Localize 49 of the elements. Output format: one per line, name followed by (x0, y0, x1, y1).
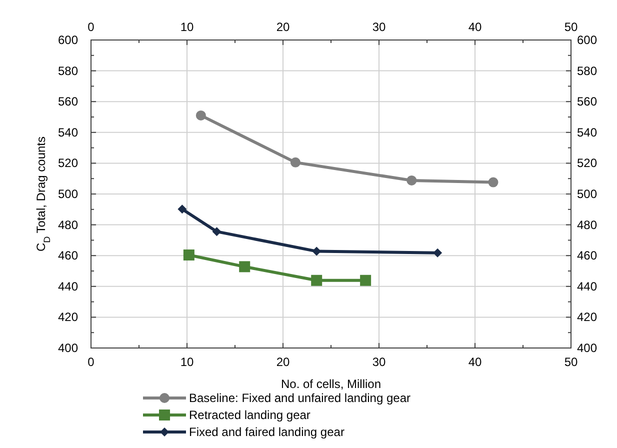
x-tick-label: 40 (468, 20, 482, 34)
y2-tick-label: 540 (577, 125, 598, 140)
y-tick-label: 560 (58, 94, 78, 109)
x2-tick-label: 0 (88, 355, 95, 369)
y-tick-label: 400 (58, 341, 78, 355)
y-tick-label: 520 (58, 156, 78, 170)
y2-tick-label: 600 (577, 33, 598, 47)
point (196, 110, 206, 120)
y2-tick-label: 460 (577, 248, 598, 263)
legend-label: Retracted landing gear (189, 408, 310, 422)
x2-tick-label: 30 (372, 355, 386, 369)
point (360, 274, 372, 286)
y-tick-label: 420 (58, 310, 78, 324)
y2-tick-label: 420 (577, 310, 598, 324)
x-tick-label: 10 (180, 20, 194, 34)
x-tick-label: 20 (276, 20, 290, 34)
point (290, 157, 300, 168)
x2-tick-label: 50 (564, 355, 578, 369)
y-tick-label: 600 (58, 33, 78, 47)
y-tick-label: 580 (58, 64, 78, 78)
y2-tick-label: 400 (577, 341, 598, 355)
y2-tick-label: 500 (577, 187, 598, 201)
y2-tick-label: 520 (577, 156, 598, 170)
y-tick-label: 540 (58, 125, 78, 140)
x2-tick-label: 20 (276, 355, 290, 369)
x2-tick-label: 10 (180, 355, 194, 369)
y-tick-label: 480 (58, 218, 78, 232)
x2-tick-label: 40 (468, 355, 482, 369)
legend-label: Baseline: Fixed and unfaired landing gear (189, 391, 410, 405)
y2-tick-label: 440 (577, 279, 598, 294)
point (183, 249, 194, 260)
point (239, 261, 250, 272)
y-tick-label: 440 (58, 279, 78, 294)
x-axis-title: No. of cells, Million (280, 377, 382, 391)
point (311, 274, 322, 286)
y2-tick-label: 560 (577, 94, 598, 109)
point (433, 248, 442, 258)
y2-tick-label: 580 (577, 64, 598, 78)
point (212, 227, 222, 236)
legend-label: Fixed and faired landing gear (189, 425, 344, 439)
point (178, 204, 187, 214)
point (406, 175, 417, 186)
x-tick-label: 0 (88, 20, 95, 34)
y-tick-label: 500 (58, 187, 78, 201)
y2-tick-label: 480 (577, 218, 598, 232)
point (488, 177, 498, 188)
x-tick-label: 50 (564, 20, 578, 34)
x-tick-label: 30 (372, 20, 386, 34)
y-tick-label: 460 (58, 248, 78, 263)
